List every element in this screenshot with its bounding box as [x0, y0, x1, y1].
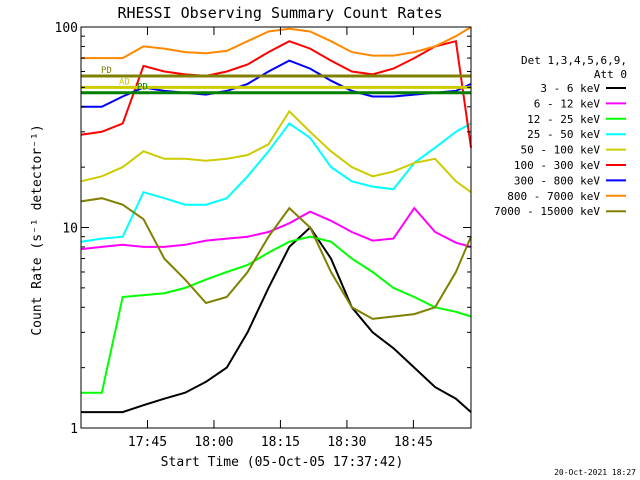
- chart-marks: PD AD PD: [80, 26, 472, 414]
- y-tick-label: 1: [70, 422, 78, 437]
- legend-title: Det 1,3,4,5,6,9,: [521, 54, 627, 67]
- flag-label-1: PD: [101, 66, 112, 76]
- y-tick-label: 10: [62, 222, 78, 237]
- y-tick-label: 100: [55, 21, 78, 36]
- x-tick-label: 18:30: [327, 435, 366, 450]
- series-line-6: [80, 39, 472, 148]
- legend-label-3: 12 - 25 keV: [527, 113, 600, 126]
- series-line-2: [80, 206, 472, 251]
- legend-label-6: 100 - 300 keV: [514, 159, 600, 172]
- flag-label-2: AD: [119, 77, 130, 87]
- series-line-5: [80, 109, 472, 194]
- series-line-1: [81, 225, 472, 414]
- legend-label-1: 3 - 6 keV: [540, 82, 600, 95]
- y-axis-label: Count Rate (s⁻¹ detector⁻¹): [30, 124, 45, 335]
- x-tick-label: 17:45: [128, 435, 167, 450]
- legend-label-4: 25 - 50 keV: [527, 128, 600, 141]
- x-tick-label: 18:00: [194, 435, 233, 450]
- legend-label-8: 800 - 7000 keV: [507, 190, 600, 203]
- x-axis-label: Start Time (05-Oct-05 17:37:42): [161, 455, 404, 470]
- series-line-9: [80, 197, 472, 320]
- flag-label-3: PD: [137, 83, 148, 93]
- footer-timestamp: 20-Oct-2021 18:27: [554, 468, 636, 477]
- y-axis: 1 10 100: [55, 21, 471, 437]
- series-line-4: [80, 122, 472, 243]
- legend-title: Att 0: [594, 68, 627, 81]
- legend-label-5: 50 - 100 keV: [521, 144, 601, 157]
- chart-title: RHESSI Observing Summary Count Rates: [117, 4, 442, 22]
- legend-label-7: 300 - 800 keV: [514, 174, 600, 187]
- series-line-3: [81, 235, 472, 394]
- x-tick-label: 18:15: [261, 435, 300, 450]
- x-tick-label: 18:45: [394, 435, 433, 450]
- legend-label-2: 6 - 12 keV: [534, 97, 601, 110]
- x-axis: 17:45 18:00 18:15 18:30 18:45: [128, 27, 433, 450]
- series-line-8: [81, 26, 472, 60]
- legend: Det 1,3,4,5,6,9,Att 03 - 6 keV 6 - 12 keV…: [494, 54, 627, 218]
- legend-label-9: 7000 - 15000 keV: [494, 205, 600, 218]
